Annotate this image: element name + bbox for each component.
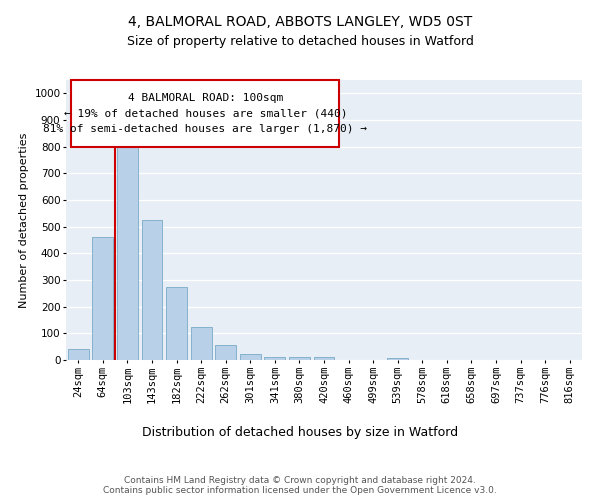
Bar bbox=[314, 358, 334, 360]
Bar bbox=[68, 350, 89, 360]
Bar bbox=[387, 358, 408, 360]
Bar bbox=[215, 345, 236, 360]
Text: 4 BALMORAL ROAD: 100sqm
← 19% of detached houses are smaller (440)
81% of semi-d: 4 BALMORAL ROAD: 100sqm ← 19% of detache… bbox=[43, 93, 367, 134]
FancyBboxPatch shape bbox=[71, 80, 340, 147]
Bar bbox=[92, 238, 113, 360]
Text: Contains HM Land Registry data © Crown copyright and database right 2024.
Contai: Contains HM Land Registry data © Crown c… bbox=[103, 476, 497, 495]
Text: Size of property relative to detached houses in Watford: Size of property relative to detached ho… bbox=[127, 34, 473, 48]
Bar bbox=[289, 358, 310, 360]
Bar bbox=[142, 220, 163, 360]
Bar bbox=[191, 326, 212, 360]
Text: Distribution of detached houses by size in Watford: Distribution of detached houses by size … bbox=[142, 426, 458, 439]
Bar bbox=[240, 354, 261, 360]
Text: 4, BALMORAL ROAD, ABBOTS LANGLEY, WD5 0ST: 4, BALMORAL ROAD, ABBOTS LANGLEY, WD5 0S… bbox=[128, 16, 472, 30]
Bar bbox=[265, 358, 286, 360]
Y-axis label: Number of detached properties: Number of detached properties bbox=[19, 132, 29, 308]
Bar bbox=[117, 144, 138, 360]
Bar bbox=[166, 286, 187, 360]
